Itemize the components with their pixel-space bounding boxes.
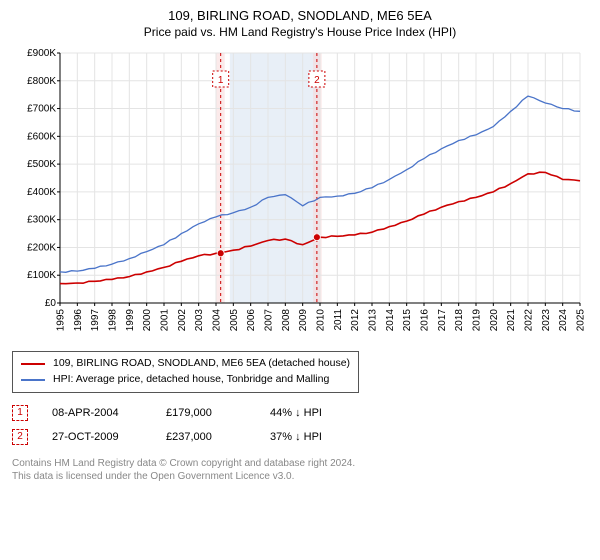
legend-label: HPI: Average price, detached house, Tonb… xyxy=(53,372,329,388)
svg-text:1997: 1997 xyxy=(90,309,101,332)
svg-text:£800K: £800K xyxy=(27,76,56,87)
svg-text:£200K: £200K xyxy=(27,242,56,253)
svg-text:2010: 2010 xyxy=(316,309,327,332)
svg-text:2016: 2016 xyxy=(420,309,431,332)
marker-badge: 2 xyxy=(12,429,28,445)
svg-text:£700K: £700K xyxy=(27,104,56,115)
table-row: 2 27-OCT-2009 £237,000 37% ↓ HPI xyxy=(12,425,588,449)
footer-line: This data is licensed under the Open Gov… xyxy=(12,470,588,484)
svg-text:2003: 2003 xyxy=(194,309,205,332)
svg-text:1999: 1999 xyxy=(125,309,136,332)
svg-text:£300K: £300K xyxy=(27,215,56,226)
svg-text:1995: 1995 xyxy=(56,309,67,332)
txn-pct: 44% ↓ HPI xyxy=(270,407,360,419)
svg-text:2023: 2023 xyxy=(541,309,552,332)
svg-text:2020: 2020 xyxy=(489,309,500,332)
transaction-table: 1 08-APR-2004 £179,000 44% ↓ HPI 2 27-OC… xyxy=(12,401,588,449)
legend-swatch xyxy=(21,379,45,381)
legend: 109, BIRLING ROAD, SNODLAND, ME6 5EA (de… xyxy=(12,351,359,393)
svg-text:2001: 2001 xyxy=(160,309,171,332)
svg-text:2021: 2021 xyxy=(506,309,517,332)
svg-text:£500K: £500K xyxy=(27,159,56,170)
svg-text:2011: 2011 xyxy=(333,309,344,331)
svg-text:2009: 2009 xyxy=(298,309,309,332)
txn-date: 08-APR-2004 xyxy=(52,407,142,419)
chart-svg: £0 £100K £200K £300K £400K £500K £600K £700K £80… xyxy=(12,45,588,345)
txn-date: 27-OCT-2009 xyxy=(52,431,142,443)
svg-text:1996: 1996 xyxy=(73,309,84,332)
svg-text:£100K: £100K xyxy=(27,270,56,281)
svg-text:1998: 1998 xyxy=(108,309,119,332)
svg-text:2014: 2014 xyxy=(385,309,396,332)
table-row: 1 08-APR-2004 £179,000 44% ↓ HPI xyxy=(12,401,588,425)
svg-text:2025: 2025 xyxy=(576,309,587,332)
svg-text:£0: £0 xyxy=(45,298,57,309)
svg-text:2013: 2013 xyxy=(368,309,379,332)
svg-text:2012: 2012 xyxy=(350,309,361,332)
svg-text:2022: 2022 xyxy=(524,309,535,332)
svg-text:2017: 2017 xyxy=(437,309,448,332)
svg-text:2015: 2015 xyxy=(402,309,413,332)
svg-text:2008: 2008 xyxy=(281,309,292,332)
txn-price: £179,000 xyxy=(166,407,246,419)
txn-pct: 37% ↓ HPI xyxy=(270,431,360,443)
svg-text:2024: 2024 xyxy=(558,309,569,332)
svg-text:2: 2 xyxy=(314,75,320,86)
legend-swatch xyxy=(21,363,45,365)
legend-item: HPI: Average price, detached house, Tonb… xyxy=(21,372,350,388)
legend-item: 109, BIRLING ROAD, SNODLAND, ME6 5EA (de… xyxy=(21,356,350,372)
footer: Contains HM Land Registry data © Crown c… xyxy=(12,457,588,484)
svg-text:2005: 2005 xyxy=(229,309,240,332)
svg-text:2004: 2004 xyxy=(212,309,223,332)
page-subtitle: Price paid vs. HM Land Registry's House … xyxy=(12,25,588,39)
chart: £0 £100K £200K £300K £400K £500K £600K £700K £80… xyxy=(12,45,588,345)
page-title: 109, BIRLING ROAD, SNODLAND, ME6 5EA xyxy=(12,8,588,23)
svg-text:2000: 2000 xyxy=(142,309,153,332)
svg-text:1: 1 xyxy=(218,75,224,86)
legend-label: 109, BIRLING ROAD, SNODLAND, ME6 5EA (de… xyxy=(53,356,350,372)
svg-text:2002: 2002 xyxy=(177,309,188,332)
svg-text:2018: 2018 xyxy=(454,309,465,332)
svg-text:2006: 2006 xyxy=(246,309,257,332)
svg-text:2007: 2007 xyxy=(264,309,275,332)
svg-text:2019: 2019 xyxy=(472,309,483,332)
footer-line: Contains HM Land Registry data © Crown c… xyxy=(12,457,588,471)
txn-price: £237,000 xyxy=(166,431,246,443)
marker-badge: 1 xyxy=(12,405,28,421)
svg-text:£900K: £900K xyxy=(27,48,56,59)
svg-text:£600K: £600K xyxy=(27,131,56,142)
svg-text:£400K: £400K xyxy=(27,187,56,198)
